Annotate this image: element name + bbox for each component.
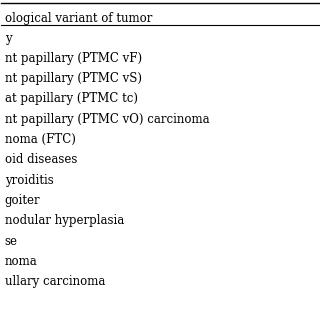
Text: se: se [4,235,18,248]
Text: nt papillary (PTMC vF): nt papillary (PTMC vF) [4,52,142,65]
Text: nt papillary (PTMC vO) carcinoma: nt papillary (PTMC vO) carcinoma [4,113,209,126]
Text: nodular hyperplasia: nodular hyperplasia [4,214,124,227]
Text: goiter: goiter [4,194,40,207]
Text: ological variant of tumor: ological variant of tumor [4,12,152,26]
Text: y: y [4,32,11,44]
Text: at papillary (PTMC tc): at papillary (PTMC tc) [4,92,138,105]
Text: yroiditis: yroiditis [4,174,53,187]
Text: ullary carcinoma: ullary carcinoma [4,275,105,288]
Text: noma (FTC): noma (FTC) [4,133,76,146]
Text: noma: noma [4,255,37,268]
Text: nt papillary (PTMC vS): nt papillary (PTMC vS) [4,72,141,85]
Text: oid diseases: oid diseases [4,153,77,166]
